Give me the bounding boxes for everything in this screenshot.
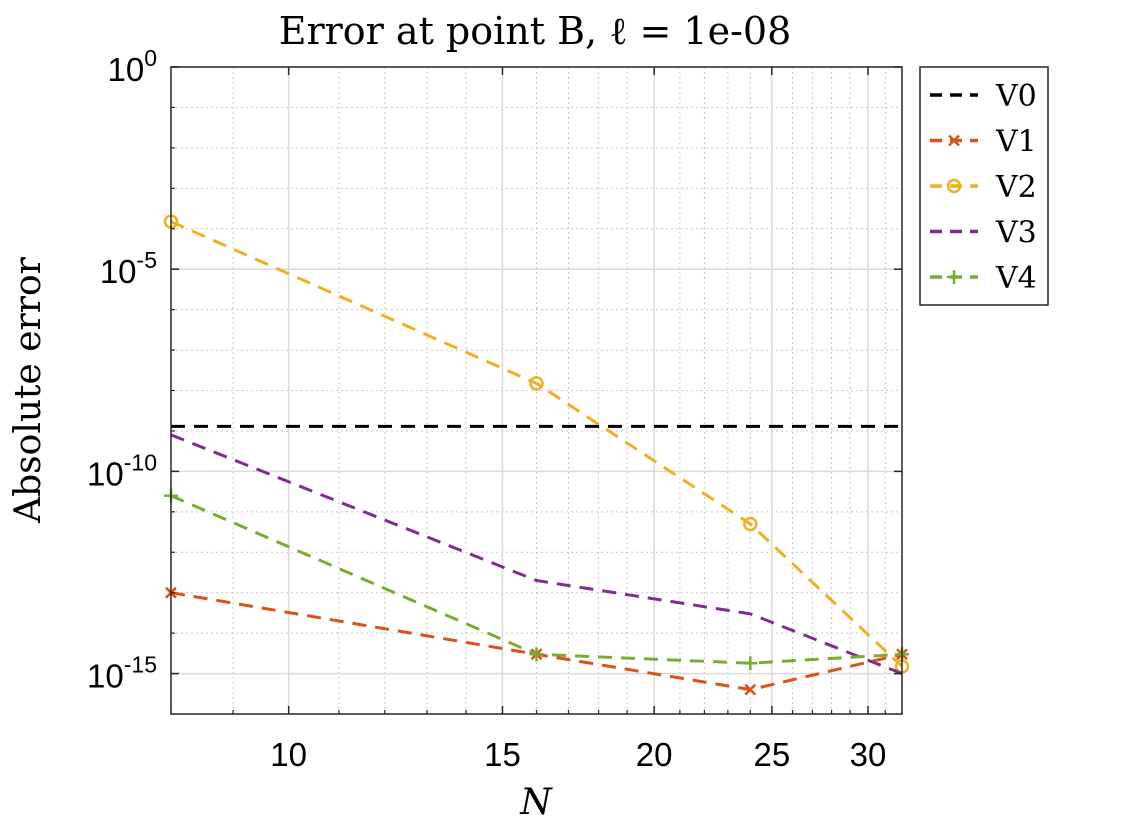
x-tick-label: 25 [753,736,790,773]
legend-label: V2 [995,170,1037,205]
y-axis-label: Absolute error [8,256,49,524]
series-v3-line [170,433,903,675]
series-v2-point [529,376,544,391]
legend-marker [948,134,960,147]
chart-title: Error at point B, ℓ = 1e-08 [279,9,792,53]
x-tick-label: 20 [636,736,673,773]
series-v4-point [743,656,758,671]
x-axis-label: N [519,782,553,823]
series-v2-line [170,220,904,668]
legend-label: V4 [995,261,1037,296]
x-tick-label: 10 [270,736,307,773]
grid-layer [170,66,903,715]
axes-layer: 10 15 20 25 30 10-15 10-10 10-5 100 [87,45,903,773]
legend-marker [947,270,961,284]
legend-marker [946,178,962,194]
x-tick-label: 30 [850,736,887,773]
legend-label: V1 [995,125,1037,160]
y-tick-label: 10-10 [87,449,157,492]
series-v1-line [170,591,903,692]
series-v4-point [529,647,544,662]
series-v1-point [744,683,757,696]
legend-label: V0 [995,79,1037,114]
series-v1-point-stroke [744,683,757,696]
legend: V0 V1 V2 V3 V4 [919,66,1049,306]
legend-item-v4: V4 [930,261,1037,296]
legend-item-v1: V1 [930,125,1037,160]
legend-item-v0: V0 [930,79,1037,114]
legend-label: V3 [995,216,1037,251]
legend-item-v3: V3 [930,216,1037,251]
y-tick-label: 100 [107,45,157,88]
y-tick-label: 10-15 [87,652,157,695]
y-tick-label: 10-5 [100,247,157,290]
legend-item-v2: V2 [930,170,1037,205]
legend-marker-stroke [948,134,960,147]
x-tick-label: 15 [484,736,521,773]
series-v3 [170,433,903,675]
series-v2-point [743,516,758,532]
